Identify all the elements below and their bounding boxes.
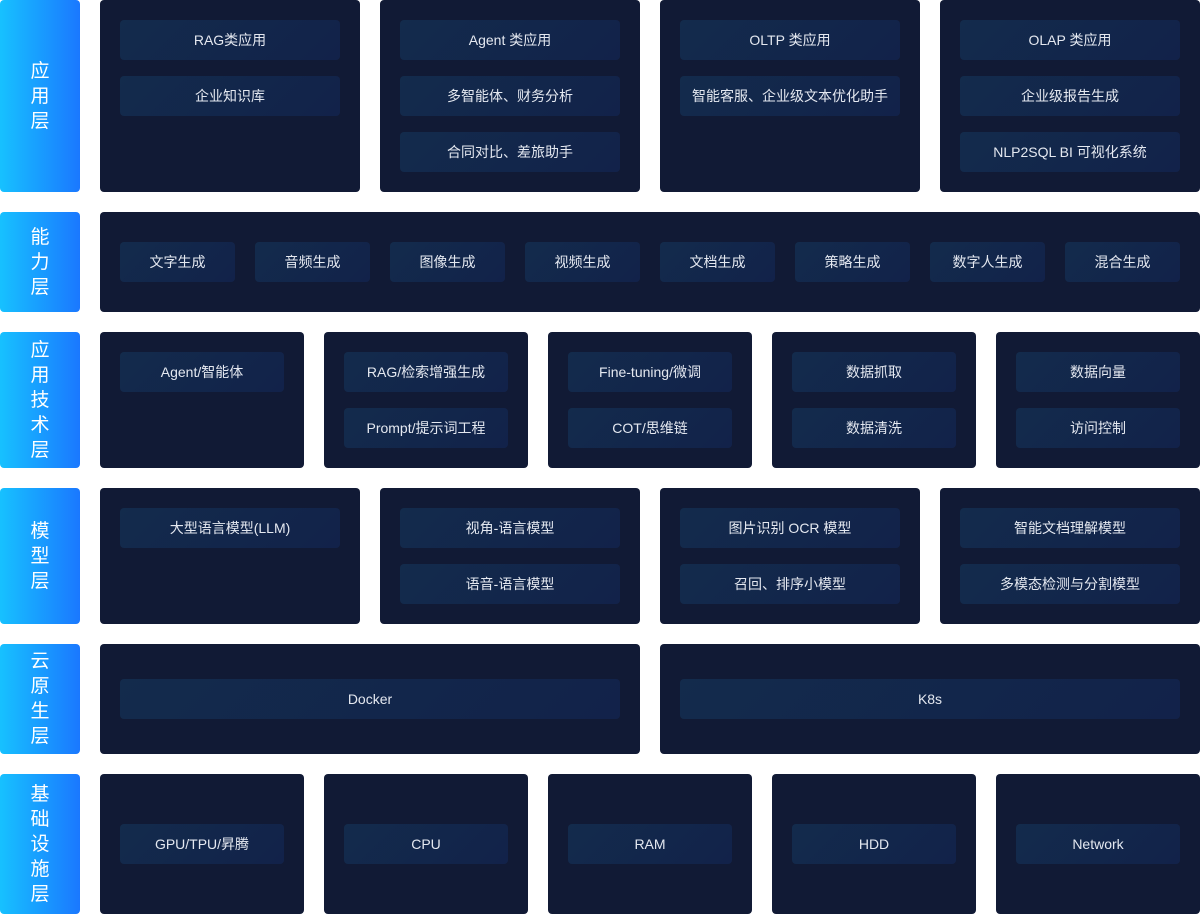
layer-panel: 视角-语言模型 语音-语言模型 [380, 488, 640, 624]
layer-panel: HDD [772, 774, 976, 914]
component-chip: K8s [680, 679, 1180, 719]
component-chip: 图像生成 [390, 242, 505, 282]
component-chip: 混合生成 [1065, 242, 1180, 282]
layer-panel: Agent 类应用 多智能体、财务分析 合同对比、差旅助手 [380, 0, 640, 192]
component-chip: 企业级报告生成 [960, 76, 1180, 116]
layer-panel: OLTP 类应用 智能客服、企业级文本优化助手 [660, 0, 920, 192]
layer-label: 云原生层 [0, 644, 80, 754]
component-chip: 视角-语言模型 [400, 508, 620, 548]
component-chip: 智能文档理解模型 [960, 508, 1180, 548]
component-chip: RAM [568, 824, 732, 864]
component-chip: Docker [120, 679, 620, 719]
layer-label: 应用技术层 [0, 332, 80, 468]
component-chip: Network [1016, 824, 1180, 864]
layer-panels: GPU/TPU/昇腾 CPU RAM HDD Network [100, 774, 1200, 914]
layer-panel: Agent/智能体 [100, 332, 304, 468]
component-chip: 智能客服、企业级文本优化助手 [680, 76, 900, 116]
layer-row: 应用层 RAG类应用 企业知识库 Agent 类应用 多智能体、财务分析 合同对比、差旅助… [0, 0, 1200, 192]
component-chip: HDD [792, 824, 956, 864]
layer-row: 模型层 大型语言模型(LLM) 视角-语言模型 语音-语言模型 图片识别 OCR 模型召… [0, 488, 1200, 624]
layer-panel: Docker [100, 644, 640, 754]
layer-label: 基础设施层 [0, 774, 80, 914]
layer-panel: Network [996, 774, 1200, 914]
layer-row: 基础设施层 GPU/TPU/昇腾 CPU RAM HDD Network [0, 774, 1200, 914]
layer-panel: RAG类应用 企业知识库 [100, 0, 360, 192]
component-chip: NLP2SQL BI 可视化系统 [960, 132, 1180, 172]
component-chip: 数字人生成 [930, 242, 1045, 282]
layer-panels: RAG类应用 企业知识库 Agent 类应用 多智能体、财务分析 合同对比、差旅助手 OL… [100, 0, 1200, 192]
component-chip: OLAP 类应用 [960, 20, 1180, 60]
layer-label: 应用层 [0, 0, 80, 192]
layer-label-text: 云原生层 [30, 651, 50, 747]
layer-panels: 文字生成 音频生成 图像生成 视频生成 文档生成 策略生成 数字人生成 混合生成 [100, 212, 1200, 312]
layer-panel: 数据向量 访问控制 [996, 332, 1200, 468]
layer-label-text: 应用层 [30, 60, 50, 132]
layer-label: 模型层 [0, 488, 80, 624]
layer-panel: RAM [548, 774, 752, 914]
component-chip: 语音-语言模型 [400, 564, 620, 604]
layer-label-text: 模型层 [30, 520, 50, 592]
layer-row: 应用技术层 Agent/智能体 RAG/检索增强生成 Prompt/提示词工程 Fine… [0, 332, 1200, 468]
layer-label-text: 基础设施层 [30, 783, 50, 905]
component-chip: Fine-tuning/微调 [568, 352, 732, 392]
component-chip: Agent 类应用 [400, 20, 620, 60]
layer-panel: 智能文档理解模型 多模态检测与分割模型 [940, 488, 1200, 624]
component-chip: 合同对比、差旅助手 [400, 132, 620, 172]
layer-row: 能力层 文字生成 音频生成 图像生成 视频生成 文档生成 策略生成 数字人生成 混合生成 [0, 212, 1200, 312]
layer-label: 能力层 [0, 212, 80, 312]
component-chip: 访问控制 [1016, 408, 1180, 448]
component-chip: 视频生成 [525, 242, 640, 282]
component-chip: RAG类应用 [120, 20, 340, 60]
component-chip: OLTP 类应用 [680, 20, 900, 60]
layer-panel: 大型语言模型(LLM) [100, 488, 360, 624]
component-chip: CPU [344, 824, 508, 864]
component-chip: 文字生成 [120, 242, 235, 282]
layer-label-text: 能力层 [30, 226, 50, 298]
component-chip: 数据清洗 [792, 408, 956, 448]
component-chip: 数据向量 [1016, 352, 1180, 392]
component-chip: 策略生成 [795, 242, 910, 282]
component-chip: GPU/TPU/昇腾 [120, 824, 284, 864]
layer-panel: K8s [660, 644, 1200, 754]
component-chip: Agent/智能体 [120, 352, 284, 392]
layer-panel: Fine-tuning/微调 COT/思维链 [548, 332, 752, 468]
layer-panel: RAG/检索增强生成 Prompt/提示词工程 [324, 332, 528, 468]
layer-panels: Docker K8s [100, 644, 1200, 754]
layer-panel: CPU [324, 774, 528, 914]
component-chip: COT/思维链 [568, 408, 732, 448]
component-chip: 图片识别 OCR 模型 [680, 508, 900, 548]
layer-panels: 大型语言模型(LLM) 视角-语言模型 语音-语言模型 图片识别 OCR 模型 召回、排… [100, 488, 1200, 624]
layer-panel: OLAP 类应用 企业级报告生成 NLP2SQL BI 可视化系统 [940, 0, 1200, 192]
layer-panels: Agent/智能体 RAG/检索增强生成 Prompt/提示词工程 Fine-tuni… [100, 332, 1200, 468]
component-chip: 多智能体、财务分析 [400, 76, 620, 116]
layer-panel: 文字生成 音频生成 图像生成 视频生成 文档生成 策略生成 数字人生成 混合生成 [100, 212, 1200, 312]
component-chip: 企业知识库 [120, 76, 340, 116]
layer-row: 云原生层 Docker K8s [0, 644, 1200, 754]
component-chip: Prompt/提示词工程 [344, 408, 508, 448]
layer-label-text: 应用技术层 [30, 339, 50, 461]
component-chip: 多模态检测与分割模型 [960, 564, 1180, 604]
component-chip: 数据抓取 [792, 352, 956, 392]
layer-panel: GPU/TPU/昇腾 [100, 774, 304, 914]
layer-panel: 图片识别 OCR 模型 召回、排序小模型 [660, 488, 920, 624]
component-chip: 音频生成 [255, 242, 370, 282]
component-chip: RAG/检索增强生成 [344, 352, 508, 392]
component-chip: 召回、排序小模型 [680, 564, 900, 604]
component-chip: 大型语言模型(LLM) [120, 508, 340, 548]
component-chip: 文档生成 [660, 242, 775, 282]
layer-panel: 数据抓取 数据清洗 [772, 332, 976, 468]
